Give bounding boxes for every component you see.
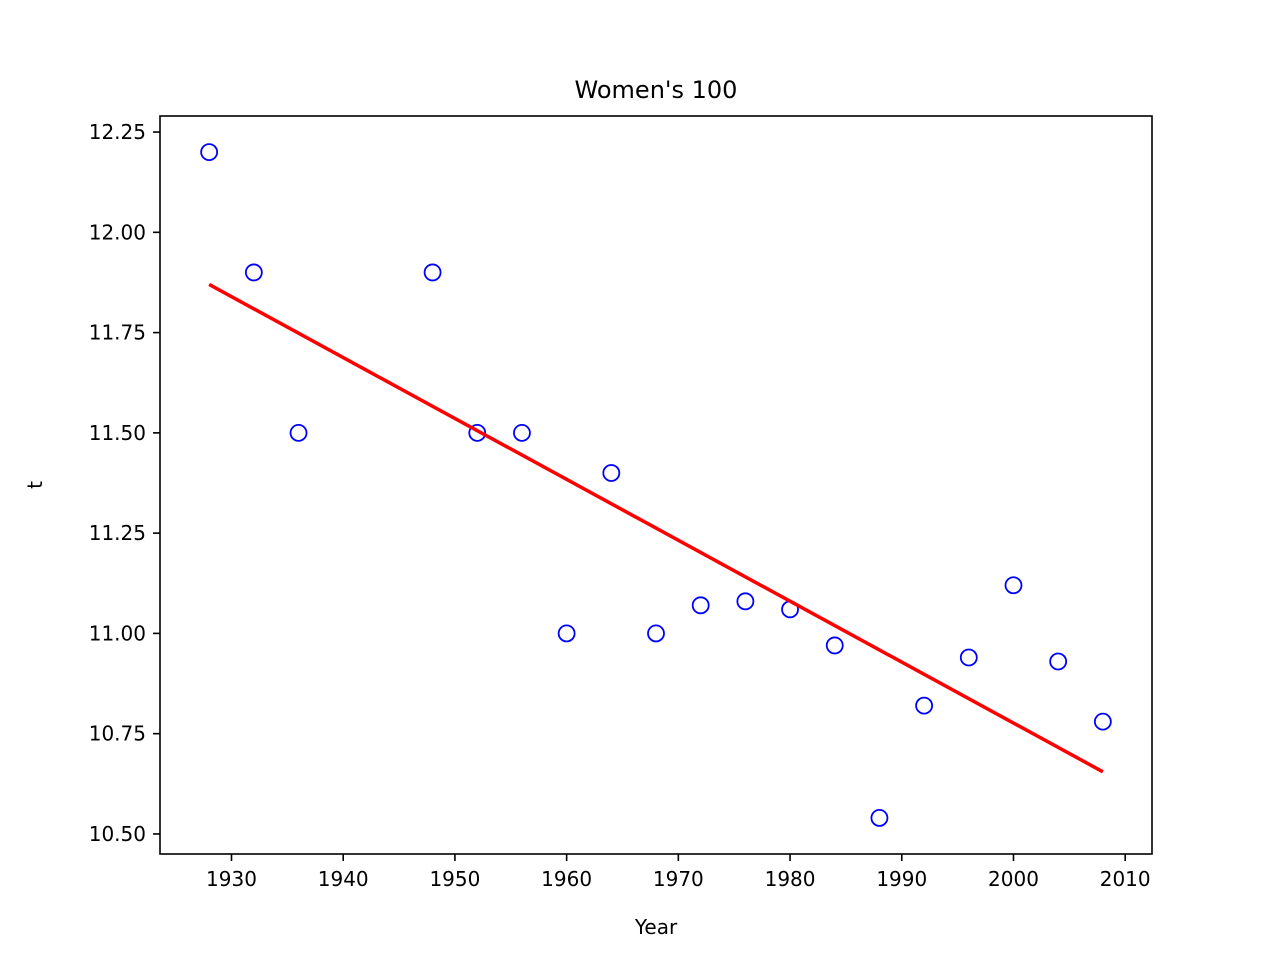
- x-tick-label: 1990: [876, 867, 927, 891]
- y-tick-label: 11.75: [89, 321, 146, 345]
- x-tick-label: 1940: [318, 867, 369, 891]
- y-axis-label: t: [23, 481, 47, 489]
- x-axis-label: Year: [634, 915, 678, 939]
- data-point: [870, 809, 889, 827]
- y-tick-label: 12.25: [89, 120, 146, 144]
- y-tick-label: 10.75: [89, 722, 146, 746]
- data-point: [1049, 652, 1068, 671]
- data-point: [915, 696, 934, 715]
- y-tick-label: 12.00: [89, 220, 146, 244]
- y-tick-label: 11.25: [89, 521, 146, 545]
- data-point: [468, 423, 487, 442]
- x-tick-label: 2010: [1100, 867, 1151, 891]
- data-point: [691, 596, 710, 615]
- y-tick-label: 11.50: [89, 421, 146, 445]
- x-tick-label: 1930: [206, 867, 257, 891]
- data-point: [736, 592, 755, 611]
- data-point: [423, 263, 442, 282]
- y-tick-label: 11.00: [89, 621, 146, 645]
- data-point: [200, 143, 219, 161]
- chart-title: Women's 100: [575, 76, 738, 104]
- data-point: [602, 464, 621, 482]
- data-point: [1093, 712, 1112, 731]
- data-point: [513, 423, 531, 442]
- data-point: [244, 263, 263, 282]
- data-point: [557, 624, 576, 643]
- x-tick-label: 2000: [988, 867, 1039, 891]
- data-point: [959, 648, 978, 667]
- y-tick-label: 10.50: [89, 822, 146, 846]
- x-tick-label: 1970: [653, 867, 704, 891]
- plot-frame: [159, 115, 1153, 855]
- trend-line: [208, 282, 1104, 774]
- data-point: [825, 636, 844, 655]
- x-tick-label: 1950: [429, 867, 480, 891]
- data-point: [289, 423, 308, 442]
- x-tick-label: 1980: [765, 867, 816, 891]
- data-point: [1004, 576, 1023, 595]
- x-tick-label: 1960: [541, 867, 592, 891]
- data-point: [647, 624, 665, 643]
